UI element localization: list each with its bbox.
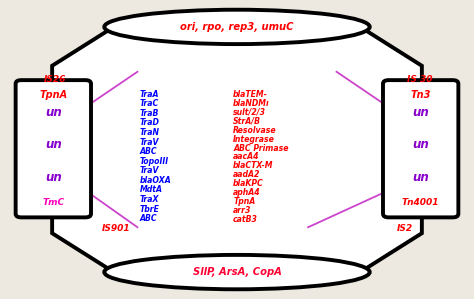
FancyBboxPatch shape <box>16 80 91 217</box>
Text: blaKPC: blaKPC <box>233 179 264 188</box>
Text: un: un <box>45 138 62 151</box>
Text: TraD: TraD <box>140 118 160 127</box>
Ellipse shape <box>104 255 370 289</box>
Text: TpnA: TpnA <box>39 90 67 100</box>
Polygon shape <box>52 27 422 272</box>
Text: un: un <box>45 106 62 119</box>
Text: arr3: arr3 <box>233 206 252 215</box>
Text: ABC: ABC <box>140 214 157 223</box>
Text: blaCTX-M: blaCTX-M <box>233 161 273 170</box>
Text: un: un <box>412 138 429 151</box>
Text: catB3: catB3 <box>233 215 258 224</box>
FancyBboxPatch shape <box>383 80 458 217</box>
Text: ori, rpo, rep3, umuC: ori, rpo, rep3, umuC <box>180 22 294 32</box>
Text: Resolvase: Resolvase <box>233 126 277 135</box>
Text: blaTEM-: blaTEM- <box>233 90 268 99</box>
Ellipse shape <box>104 10 370 44</box>
Text: Tn4001: Tn4001 <box>402 198 439 207</box>
Text: TraA: TraA <box>140 90 159 99</box>
Text: un: un <box>412 106 429 119</box>
Text: TraV: TraV <box>140 138 159 147</box>
Text: TraV: TraV <box>140 166 159 175</box>
Text: un: un <box>412 171 429 184</box>
Text: Integrase: Integrase <box>233 135 275 144</box>
Text: IS901: IS901 <box>102 224 130 233</box>
Text: TbrE: TbrE <box>140 205 160 213</box>
Text: StrA/B: StrA/B <box>233 117 261 126</box>
Text: ABC Primase: ABC Primase <box>233 144 289 152</box>
Text: TraB: TraB <box>140 109 159 118</box>
Text: un: un <box>45 171 62 184</box>
Text: IS2: IS2 <box>397 224 413 233</box>
Text: IS26: IS26 <box>43 75 66 84</box>
Text: aphA4: aphA4 <box>233 188 261 197</box>
Text: Tn3: Tn3 <box>410 90 431 100</box>
Text: TopoIII: TopoIII <box>140 157 169 166</box>
Text: TraN: TraN <box>140 128 160 137</box>
Text: ABC: ABC <box>140 147 157 156</box>
Text: sult/2/3: sult/2/3 <box>233 108 266 117</box>
Text: blaOXA: blaOXA <box>140 176 172 185</box>
Text: TpnA: TpnA <box>233 197 255 206</box>
Text: TmC: TmC <box>42 198 64 207</box>
Text: SllP, ArsA, CopA: SllP, ArsA, CopA <box>192 267 282 277</box>
Text: TraC: TraC <box>140 99 159 108</box>
Text: MdtA: MdtA <box>140 185 163 194</box>
Text: aadA2: aadA2 <box>233 170 261 179</box>
Text: blaNDMı: blaNDMı <box>233 99 270 108</box>
Text: IS 30: IS 30 <box>407 75 432 84</box>
Text: TraX: TraX <box>140 195 159 204</box>
Text: aacA4: aacA4 <box>233 152 260 161</box>
